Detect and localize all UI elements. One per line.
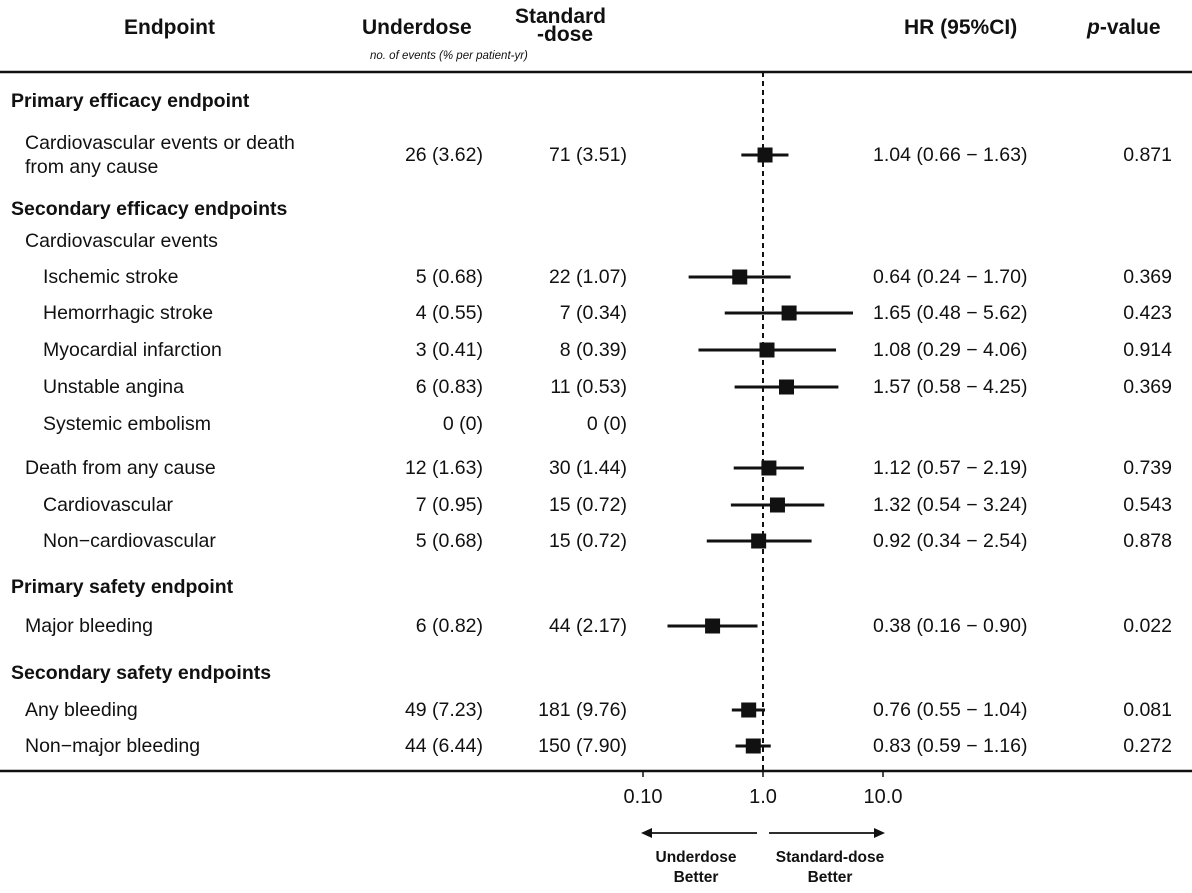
hr-point [751, 533, 767, 549]
p-value: 0.871 [1123, 144, 1172, 166]
standard-dose-events: 30 (1.44) [548, 457, 627, 479]
underdose-events: 0 (0) [442, 413, 483, 435]
hr-point [757, 147, 773, 163]
hr-point [732, 269, 748, 285]
header-standard-dose-line2: -dose [537, 23, 594, 46]
header-p-value-text: p-value [1087, 16, 1161, 39]
p-value: 0.423 [1123, 302, 1172, 324]
hazard-ratio-ci: 1.65 (0.48 − 5.62) [873, 302, 1028, 324]
hr-point [745, 738, 761, 754]
header-events-note: no. of events (% per patient-yr) [370, 50, 528, 62]
hazard-ratio-ci: 1.57 (0.58 − 4.25) [873, 376, 1028, 398]
row-label: Non−major bleeding [25, 735, 201, 757]
hazard-ratio-ci: 1.08 (0.29 − 4.06) [873, 339, 1028, 361]
underdose-events: 5 (0.68) [415, 530, 483, 552]
header-p-italic: p [1087, 16, 1100, 39]
hr-point [769, 497, 785, 513]
header-p-value: p-value [1087, 16, 1161, 40]
right-arrow-label-line2: Better [807, 869, 853, 886]
header-endpoint: Endpoint [124, 16, 215, 39]
row-label: Cardiovascular events or death [25, 132, 295, 154]
header-standard-dose-line1: Standard [515, 5, 607, 28]
hazard-ratio-ci: 1.04 (0.66 − 1.63) [873, 144, 1028, 166]
row-label: Death from any cause [25, 457, 216, 479]
standard-dose-events: 181 (9.76) [538, 699, 627, 721]
p-value: 0.543 [1123, 494, 1172, 516]
axis-tick-label: 10.0 [863, 786, 903, 808]
underdose-events: 26 (3.62) [404, 144, 483, 166]
row-label: Major bleeding [25, 615, 153, 637]
section-heading: Secondary safety endpoints [11, 662, 272, 684]
p-value: 0.272 [1123, 735, 1172, 757]
forest-marks [667, 147, 853, 754]
hr-point [705, 618, 721, 634]
row-label: Hemorrhagic stroke [43, 302, 214, 324]
underdose-events: 3 (0.41) [415, 339, 483, 361]
hazard-ratio-ci: 0.92 (0.34 − 2.54) [873, 530, 1028, 552]
row-label: Systemic embolism [43, 413, 211, 435]
standard-dose-events: 8 (0.39) [559, 339, 627, 361]
p-value: 0.878 [1123, 530, 1172, 552]
standard-dose-events: 15 (0.72) [548, 530, 627, 552]
hr-point [779, 379, 795, 395]
underdose-events: 6 (0.83) [415, 376, 483, 398]
p-value: 0.914 [1123, 339, 1172, 361]
row-label: Myocardial infarction [43, 339, 222, 361]
hazard-ratio-ci: 1.32 (0.54 − 3.24) [873, 494, 1028, 516]
left-arrow-label-line1: Underdose [655, 849, 737, 866]
p-value: 0.739 [1123, 457, 1172, 479]
underdose-events: 6 (0.82) [415, 615, 483, 637]
hazard-ratio-ci: 1.12 (0.57 − 2.19) [873, 457, 1028, 479]
hr-point [761, 460, 777, 476]
underdose-events: 7 (0.95) [415, 494, 483, 516]
row-label-continued: from any cause [25, 156, 159, 178]
standard-dose-events: 150 (7.90) [538, 735, 627, 757]
underdose-events: 12 (1.63) [404, 457, 483, 479]
axis-ticks [642, 771, 884, 777]
p-value: 0.022 [1123, 615, 1172, 637]
standard-dose-events: 0 (0) [586, 413, 627, 435]
row-label: Cardiovascular [43, 494, 174, 516]
left-arrow-label-line2: Better [673, 869, 719, 886]
standard-dose-events: 22 (1.07) [548, 266, 627, 288]
right-arrow-head [874, 828, 885, 838]
row-label: Ischemic stroke [43, 266, 179, 288]
row-label: Unstable angina [43, 376, 184, 398]
right-arrow-label-line1: Standard-dose [775, 849, 885, 866]
section-heading: Primary safety endpoint [11, 576, 234, 598]
standard-dose-events: 7 (0.34) [559, 302, 627, 324]
direction-arrows [641, 828, 885, 838]
hazard-ratio-ci: 0.76 (0.55 − 1.04) [873, 699, 1028, 721]
section-heading: Secondary efficacy endpoints [11, 198, 288, 220]
p-value: 0.081 [1123, 699, 1172, 721]
section-heading: Primary efficacy endpoint [11, 90, 250, 112]
p-value: 0.369 [1123, 376, 1172, 398]
p-value: 0.369 [1123, 266, 1172, 288]
hazard-ratio-ci: 0.38 (0.16 − 0.90) [873, 615, 1028, 637]
axis-tick-label: 1.0 [749, 786, 777, 808]
hazard-ratio-ci: 0.64 (0.24 − 1.70) [873, 266, 1028, 288]
axis-tick-label: 0.10 [623, 786, 663, 808]
header-underdose: Underdose [362, 16, 472, 39]
right-arrow-label: Standard-dose Better [762, 848, 898, 888]
underdose-events: 44 (6.44) [404, 735, 483, 757]
underdose-events: 49 (7.23) [404, 699, 483, 721]
underdose-events: 4 (0.55) [415, 302, 483, 324]
standard-dose-events: 11 (0.53) [550, 376, 627, 398]
standard-dose-events: 44 (2.17) [548, 615, 627, 637]
underdose-events: 5 (0.68) [415, 266, 483, 288]
row-label: Cardiovascular events [25, 230, 218, 252]
left-arrow-head [641, 828, 652, 838]
hr-point [759, 342, 775, 358]
hr-point [781, 305, 797, 321]
row-label: Any bleeding [25, 699, 138, 721]
row-label: Non−cardiovascular [43, 530, 216, 552]
hazard-ratio-ci: 0.83 (0.59 − 1.16) [873, 735, 1028, 757]
standard-dose-events: 15 (0.72) [548, 494, 627, 516]
standard-dose-events: 71 (3.51) [548, 144, 627, 166]
hr-point [741, 702, 757, 718]
left-arrow-label: Underdose Better [634, 848, 758, 888]
header-hr: HR (95%CI) [904, 16, 1018, 39]
